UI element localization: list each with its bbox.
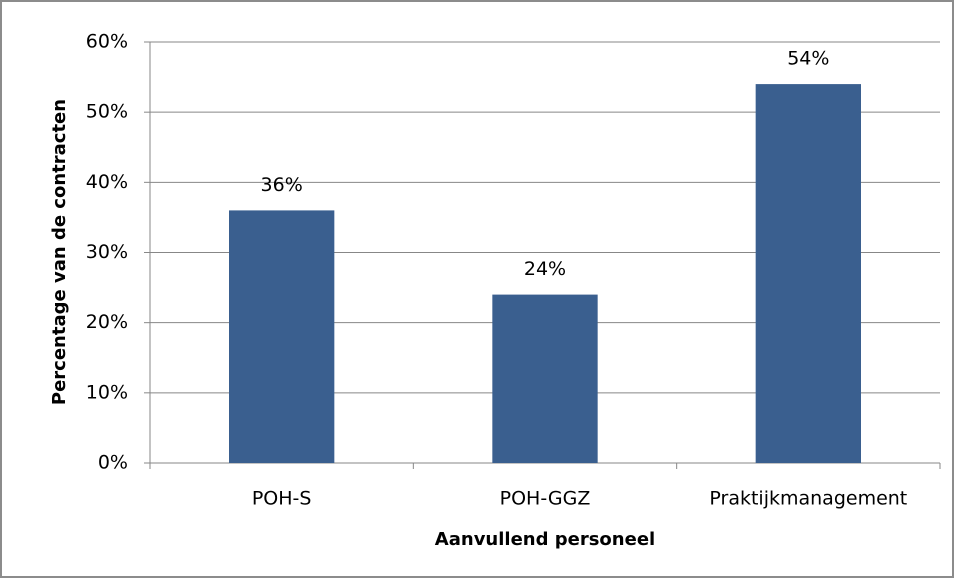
y-tick-label: 50% <box>86 101 128 123</box>
y-tick-label: 30% <box>86 241 128 263</box>
value-label: 24% <box>524 258 566 280</box>
y-tick-label: 0% <box>98 452 128 474</box>
x-tick-label: POH-GGZ <box>500 488 591 510</box>
y-tick-label: 40% <box>86 171 128 193</box>
x-tick-label: POH-S <box>252 488 312 510</box>
x-tick-label: Praktijkmanagement <box>709 488 907 510</box>
bar <box>755 84 861 463</box>
x-axis-title: Aanvullend personeel <box>435 529 655 550</box>
y-axis-title: Percentage van de contracten <box>49 99 70 405</box>
bar <box>492 294 598 463</box>
y-tick-label: 20% <box>86 311 128 333</box>
y-tick-label: 60% <box>86 31 128 53</box>
value-label: 54% <box>787 48 829 70</box>
y-tick-label: 10% <box>86 381 128 403</box>
bar <box>229 210 335 463</box>
value-label: 36% <box>261 174 303 196</box>
